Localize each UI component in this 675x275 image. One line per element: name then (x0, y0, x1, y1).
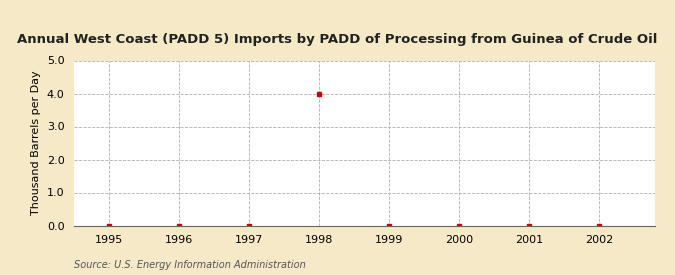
Text: Source: U.S. Energy Information Administration: Source: U.S. Energy Information Administ… (74, 260, 306, 270)
Text: Annual West Coast (PADD 5) Imports by PADD of Processing from Guinea of Crude Oi: Annual West Coast (PADD 5) Imports by PA… (18, 33, 657, 46)
Y-axis label: Thousand Barrels per Day: Thousand Barrels per Day (31, 71, 41, 215)
